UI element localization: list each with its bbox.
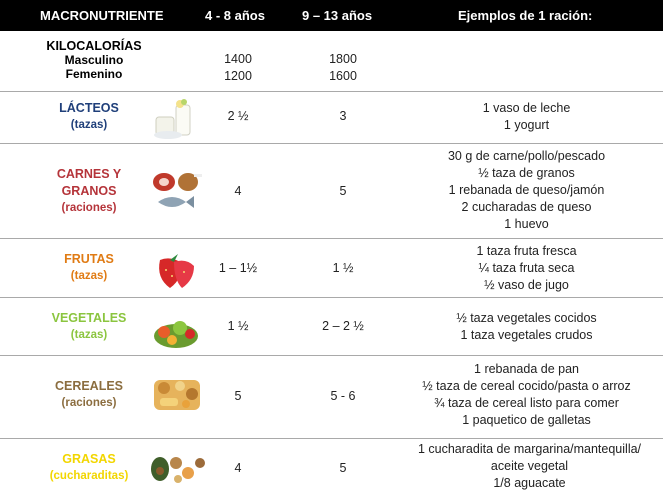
kcal-9-13: 1800 1600 xyxy=(300,51,386,85)
example-line: 1 vaso de leche xyxy=(482,101,571,115)
frutas-9-13: 1 ½ xyxy=(332,261,354,275)
lacteos-9-13: 3 xyxy=(339,109,347,123)
row-name-grasas: GRASAS (cucharaditas) xyxy=(14,451,164,485)
vegetales-unit: (tazas) xyxy=(70,329,108,341)
example-line: 1 yogurt xyxy=(503,118,550,132)
example-line: ½ taza de cereal cocido/pasta o arroz xyxy=(422,379,631,393)
example-line: 1 rebanada de pan xyxy=(474,362,579,376)
example-line: 1/8 aguacate xyxy=(493,476,566,490)
row-name-lacteos: LÁCTEOS (tazas) xyxy=(14,100,164,134)
cereales-4-8: 5 xyxy=(234,389,242,403)
carnes-title-2: GRANOS xyxy=(61,184,117,198)
kcal-masc-9-13: 1800 xyxy=(329,52,357,66)
carnes-examples: 30 g de carne/pollo/pescado ½ taza de gr… xyxy=(390,148,663,233)
row-name-cereales: CEREALES (raciones) xyxy=(14,378,164,412)
header-4-8: 4 - 8 años xyxy=(205,8,265,23)
example-line: ½ vaso de jugo xyxy=(484,278,569,292)
example-line: 2 cucharadas de queso xyxy=(461,200,592,214)
example-line: 1 paquetico de galletas xyxy=(462,413,591,427)
strawberry-icon xyxy=(159,254,194,288)
cereales-unit: (raciones) xyxy=(61,397,117,409)
table-header: MACRONUTRIENTE 4 - 8 años 9 – 13 años Ej… xyxy=(0,0,663,31)
frutas-examples: 1 taza fruta fresca ¼ taza fruta seca ½ … xyxy=(390,243,663,294)
grasas-unit: (cucharaditas) xyxy=(49,470,129,482)
carnes-unit: (raciones) xyxy=(61,202,117,214)
kcal-masc-4-8: 1400 xyxy=(224,52,252,66)
kcal-title: KILOCALORÍAS xyxy=(46,39,142,53)
example-line: 1 rebanada de queso/jamón xyxy=(448,183,605,197)
frutas-title: FRUTAS xyxy=(64,252,114,266)
example-line: ½ taza de granos xyxy=(478,166,575,180)
example-line: 30 g de carne/pollo/pescado xyxy=(447,149,606,163)
example-line: ¼ taza fruta seca xyxy=(478,261,575,275)
grasas-4-8: 4 xyxy=(234,461,242,475)
grasas-examples: 1 cucharadita de margarina/mantequilla/ … xyxy=(396,441,663,492)
lacteos-title: LÁCTEOS xyxy=(59,101,119,115)
cereales-examples: 1 rebanada de pan ½ taza de cereal cocid… xyxy=(390,361,663,429)
table-row-lacteos: LÁCTEOS (tazas) 2 ½ 3 1 vaso de leche 1 … xyxy=(0,92,663,144)
carnes-9-13: 5 xyxy=(339,184,347,198)
cereales-9-13: 5 - 6 xyxy=(330,389,356,403)
lacteos-4-8: 2 ½ xyxy=(227,109,249,123)
cereals-icon xyxy=(154,380,200,410)
kcal-masculino: Masculino xyxy=(64,53,124,67)
table-row-cereales: CEREALES (raciones) 5 5 - 6 1 rebanada d… xyxy=(0,356,663,439)
carnes-title: CARNES Y xyxy=(56,167,122,181)
example-line: aceite vegetal xyxy=(490,459,569,473)
vegetables-icon xyxy=(154,321,198,348)
table-row-carnes: CARNES Y GRANOS (raciones) 4 5 30 g de c… xyxy=(0,144,663,239)
grasas-9-13: 5 xyxy=(339,461,347,475)
vegetales-4-8: 1 ½ xyxy=(227,319,249,333)
cereales-title: CEREALES xyxy=(54,379,124,393)
example-line: 1 cucharadita de margarina/mantequilla/ xyxy=(417,442,642,456)
lacteos-examples: 1 vaso de leche 1 yogurt xyxy=(390,100,663,134)
lacteos-unit: (tazas) xyxy=(70,119,108,131)
kcal-fem-4-8: 1200 xyxy=(224,69,252,83)
dairy-icon xyxy=(154,99,191,139)
frutas-unit: (tazas) xyxy=(70,270,108,282)
table-row-kcal: KILOCALORÍAS Masculino Femenino 1400 120… xyxy=(0,31,663,92)
row-name-vegetales: VEGETALES (tazas) xyxy=(14,310,164,344)
table-row-frutas: FRUTAS (tazas) 1 – 1½ 1 ½ 1 taza fruta f… xyxy=(0,239,663,298)
header-macronutriente: MACRONUTRIENTE xyxy=(40,8,164,23)
kcal-labels: KILOCALORÍAS Masculino Femenino xyxy=(14,39,174,81)
example-line: 1 huevo xyxy=(504,217,549,231)
vegetales-9-13: 2 – 2 ½ xyxy=(322,319,364,333)
kcal-fem-9-13: 1600 xyxy=(329,69,357,83)
row-name-frutas: FRUTAS (tazas) xyxy=(14,251,164,285)
meat-fish-icon xyxy=(153,173,202,208)
vegetales-title: VEGETALES xyxy=(51,311,127,325)
header-9-13: 9 – 13 años xyxy=(302,8,373,23)
header-examples: Ejemplos de 1 ración: xyxy=(458,8,593,23)
table-row-vegetales: VEGETALES (tazas) 1 ½ 2 – 2 ½ ½ taza veg… xyxy=(0,298,663,356)
table-row-grasas: GRASAS (cucharaditas) 4 5 1 cucharadita … xyxy=(0,439,663,497)
example-line: ¾ taza de cereal listo para comer xyxy=(434,396,619,410)
row-name-carnes: CARNES Y GRANOS (raciones) xyxy=(14,166,164,217)
kcal-4-8: 1400 1200 xyxy=(212,51,264,85)
frutas-4-8: 1 – 1½ xyxy=(218,261,258,275)
fats-nuts-icon xyxy=(151,457,205,483)
carnes-4-8: 4 xyxy=(234,184,242,198)
example-line: ½ taza vegetales cocidos xyxy=(456,311,597,325)
example-line: 1 taza fruta fresca xyxy=(476,244,577,258)
grasas-title: GRASAS xyxy=(62,452,116,466)
vegetales-examples: ½ taza vegetales cocidos 1 taza vegetale… xyxy=(390,310,663,344)
example-line: 1 taza vegetales crudos xyxy=(460,328,593,342)
kcal-femenino: Femenino xyxy=(65,67,123,81)
